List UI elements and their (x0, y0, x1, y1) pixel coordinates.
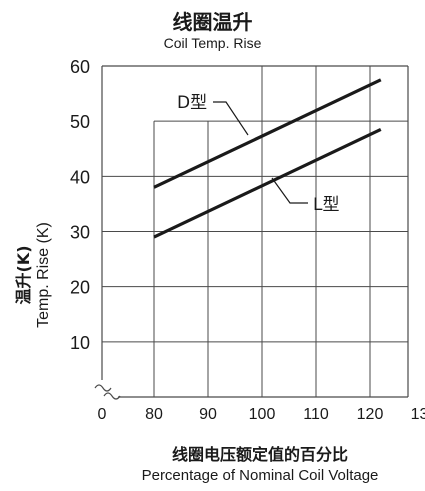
y-tick-label: 30 (70, 223, 90, 243)
x-tick-label: 80 (145, 406, 163, 423)
series-leader-l (271, 177, 308, 204)
x-axis-label: 线圈电压额定值的百分比 (171, 445, 348, 464)
series-label-l: L型 (313, 195, 339, 215)
chart-title: 线圈温升 (172, 10, 253, 34)
x-tick-label: 0 (98, 406, 107, 423)
y-tick-label: 50 (70, 112, 90, 132)
y-tick-label: 40 (70, 167, 90, 187)
series-line-l (153, 127, 382, 239)
x-tick-label: 120 (357, 406, 384, 423)
y-tick-label: 20 (70, 278, 90, 298)
x-axis-label-en: Percentage of Nominal Coil Voltage (141, 467, 379, 484)
y-tick-label: 60 (70, 57, 90, 77)
chart-subtitle: Coil Temp. Rise (163, 35, 262, 51)
series-leader-d (213, 101, 249, 136)
axis-break-mark (103, 392, 121, 400)
axis-break-mark (94, 384, 112, 392)
series-label-d: D型 (177, 93, 207, 113)
series-line-d (153, 78, 382, 189)
x-tick-label: 90 (199, 406, 217, 423)
x-tick-label: 130 (411, 406, 425, 423)
x-tick-label: 110 (303, 406, 329, 423)
x-tick-label: 100 (249, 406, 276, 423)
y-tick-label: 10 (70, 333, 90, 353)
